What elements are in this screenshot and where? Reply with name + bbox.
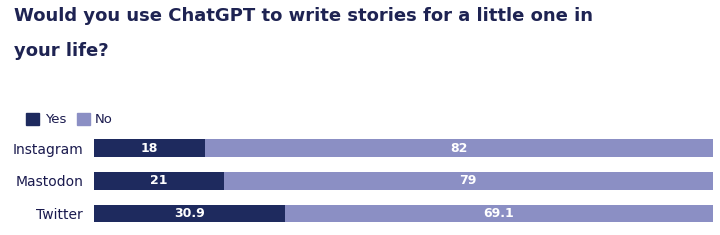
Text: 30.9: 30.9 (174, 207, 204, 220)
Bar (205, 140, 713, 157)
Text: 79: 79 (459, 174, 477, 188)
Bar (94, 172, 224, 189)
Bar (224, 172, 713, 189)
Legend: Yes, No: Yes, No (21, 108, 118, 132)
Text: 69.1: 69.1 (484, 207, 514, 220)
Text: your life?: your life? (14, 42, 109, 60)
Bar (285, 205, 713, 222)
Text: 21: 21 (150, 174, 167, 188)
Text: 18: 18 (140, 141, 158, 155)
Text: Would you use ChatGPT to write stories for a little one in: Would you use ChatGPT to write stories f… (14, 7, 593, 25)
Text: 82: 82 (450, 141, 467, 155)
Bar (94, 205, 285, 222)
Bar (94, 140, 205, 157)
